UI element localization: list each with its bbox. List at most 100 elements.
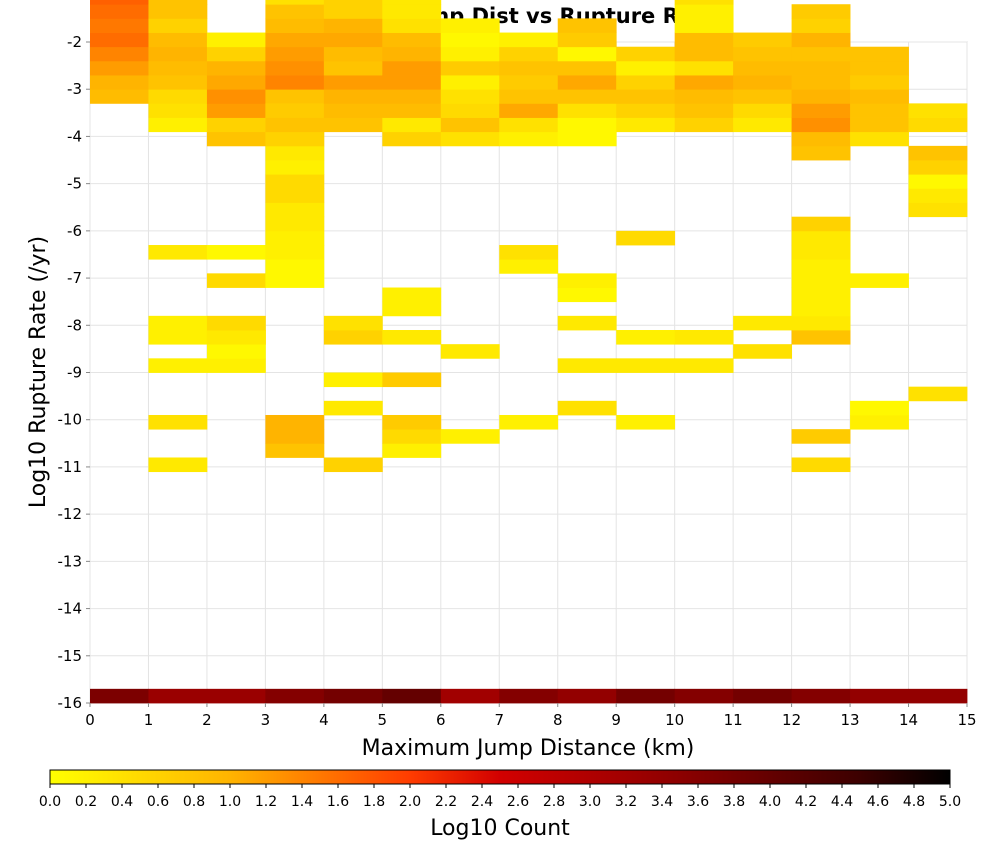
heatmap-cell xyxy=(265,117,325,133)
heatmap-cell xyxy=(265,89,325,104)
colorbar-tick-label: 3.0 xyxy=(579,794,601,810)
heatmap-cell xyxy=(557,688,617,704)
heatmap-cell xyxy=(206,89,266,104)
heatmap-cell xyxy=(323,89,383,104)
heatmap-cell xyxy=(265,188,325,203)
x-tick-label: 12 xyxy=(782,711,801,729)
heatmap-cell xyxy=(791,301,851,317)
y-axis-ticks: -2 -3 -4 -5 -6 -7 -8 -9 -10 -11 -12 -13 -14 -15 -16 xyxy=(58,33,90,712)
heatmap-cell xyxy=(265,414,325,430)
heatmap-cell xyxy=(616,60,676,76)
x-tick-label: 9 xyxy=(611,711,621,729)
heatmap-cell xyxy=(499,32,559,48)
heatmap-cell xyxy=(323,60,383,76)
x-tick-label: 7 xyxy=(494,711,504,729)
heatmap-cell xyxy=(557,117,617,133)
heatmap-cell xyxy=(733,688,792,704)
heatmap-cell xyxy=(382,330,442,345)
colorbar-title: Log10 Count xyxy=(430,816,570,841)
heatmap-cell xyxy=(908,145,968,161)
heatmap-cell xyxy=(382,0,442,5)
heatmap-cell xyxy=(206,344,266,359)
heatmap-cell xyxy=(265,273,325,288)
heatmap-cell xyxy=(148,60,208,76)
y-tick-label: -16 xyxy=(58,694,83,712)
heatmap-cell xyxy=(499,46,559,62)
heatmap-cell xyxy=(382,287,442,303)
heatmap-cell xyxy=(323,457,383,473)
x-axis-title: Maximum Jump Distance (km) xyxy=(362,736,695,761)
heatmap-cell xyxy=(440,32,500,48)
colorbar xyxy=(49,769,951,785)
heatmap-cell xyxy=(382,429,442,444)
heatmap-cell xyxy=(791,32,851,48)
heatmap-cell xyxy=(557,400,617,416)
x-tick-label: 2 xyxy=(202,711,212,729)
heatmap-cell xyxy=(148,688,208,704)
heatmap-cell xyxy=(382,32,442,48)
colorbar-tick-label: 4.4 xyxy=(831,794,853,810)
heatmap-cell xyxy=(265,259,325,274)
heatmap-cell xyxy=(908,117,968,133)
heatmap-cell xyxy=(440,344,500,359)
heatmap-cell xyxy=(323,18,383,33)
x-tick-label: 8 xyxy=(553,711,563,729)
heatmap-cell xyxy=(674,75,734,90)
heatmap-cell xyxy=(323,315,383,331)
y-tick-label: -6 xyxy=(67,222,82,240)
colorbar-tick-label: 4.6 xyxy=(867,794,889,810)
heatmap-cell xyxy=(148,46,208,62)
heatmap-cell xyxy=(674,18,734,33)
heatmap-cell xyxy=(265,4,325,19)
heatmap-cell xyxy=(616,414,676,430)
x-tick-label: 3 xyxy=(261,711,271,729)
heatmap-cell xyxy=(206,131,266,147)
x-tick-label: 4 xyxy=(319,711,329,729)
heatmap-cell xyxy=(148,245,208,260)
heatmap-cell xyxy=(148,18,208,33)
heatmap-cell xyxy=(557,60,617,76)
colorbar-tick-label: 3.2 xyxy=(615,794,637,810)
heatmap-cell xyxy=(908,103,968,118)
heatmap-cell xyxy=(499,117,559,133)
heatmap-cell xyxy=(440,60,500,76)
heatmap-cell xyxy=(323,75,383,90)
heatmap-cell xyxy=(908,174,968,189)
heatmap-cell xyxy=(908,188,968,203)
heatmap-cell xyxy=(791,4,851,19)
heatmap-cell xyxy=(499,60,559,76)
heatmap-cell xyxy=(791,259,851,274)
heatmap-cell xyxy=(148,330,208,345)
y-tick-label: -15 xyxy=(58,647,83,665)
heatmap-cell xyxy=(791,330,851,345)
colorbar-tick-label: 4.8 xyxy=(903,794,925,810)
heatmap-cell xyxy=(557,358,617,373)
heatmap-cell xyxy=(791,75,851,90)
heatmap-cell xyxy=(206,32,266,48)
heatmap-cell xyxy=(148,75,208,90)
heatmap-cell xyxy=(265,230,325,246)
heatmap-cell xyxy=(440,131,500,147)
heatmap-cell xyxy=(791,18,851,33)
heatmap-cell xyxy=(90,46,149,62)
heatmap-cell xyxy=(557,131,617,147)
heatmap-cell xyxy=(382,414,442,430)
heatmap-cell xyxy=(674,103,734,118)
heatmap-cell xyxy=(323,103,383,118)
heatmap-cell xyxy=(382,103,442,118)
heatmap-cell xyxy=(733,315,792,331)
heatmap-cell xyxy=(323,0,383,5)
colorbar-tick-label: 0.0 xyxy=(39,794,61,810)
heatmap-cell xyxy=(908,688,968,704)
heatmap-cell xyxy=(791,117,851,133)
colorbar-tick-label: 1.0 xyxy=(219,794,241,810)
colorbar-tick-label: 0.4 xyxy=(111,794,133,810)
heatmap-cell xyxy=(90,32,149,48)
heatmap-cell xyxy=(733,344,792,359)
heatmap-cell xyxy=(382,4,442,19)
heatmap-cell xyxy=(440,75,500,90)
heatmap-cell xyxy=(440,429,500,444)
colorbar-tick-label: 2.6 xyxy=(507,794,529,810)
heatmap-cell xyxy=(791,287,851,303)
